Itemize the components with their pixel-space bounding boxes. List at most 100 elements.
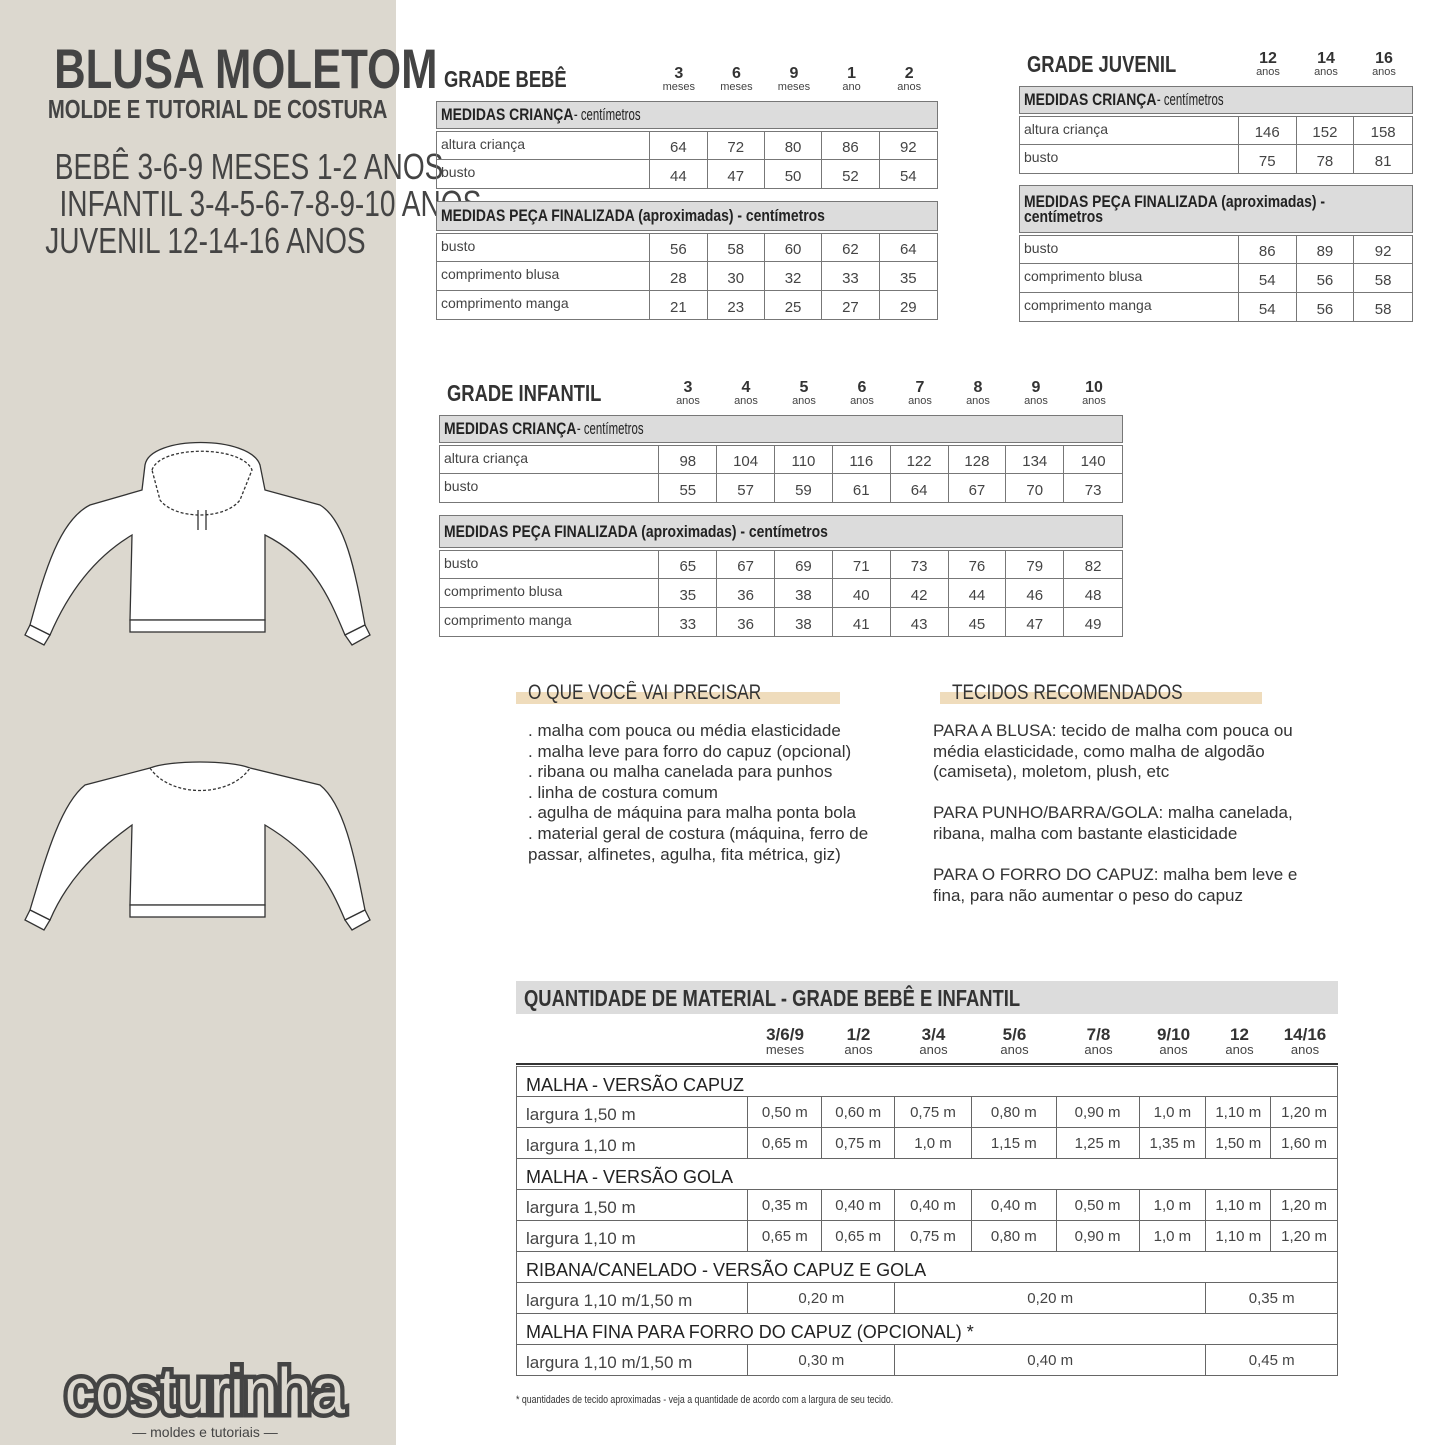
column-header: 7/8 anos <box>1057 1022 1140 1063</box>
cell-value: 55 <box>659 474 718 502</box>
fabric-paragraph: PARA O FORRO DO CAPUZ: malha bem leve e … <box>933 865 1303 906</box>
column-unit: anos <box>1256 66 1280 78</box>
column-header: 12 anos <box>1239 51 1297 78</box>
table-row: busto 55 57 59 61 64 67 70 73 <box>439 474 1123 503</box>
cell-value: 1,50 m <box>1206 1128 1272 1158</box>
cell-value: 152 <box>1297 117 1355 144</box>
column-header: 6 anos <box>833 380 891 407</box>
heading-text: TECIDOS RECOMENDADOS <box>952 681 1183 704</box>
cell-value: 1,25 m <box>1057 1128 1140 1158</box>
column-unit: meses <box>765 1042 805 1057</box>
column-header: 12 anos <box>1207 1022 1272 1063</box>
cell-value: 1,10 m <box>1206 1097 1272 1127</box>
cell-value: 1,20 m <box>1281 1103 1328 1121</box>
cell-value: 62 <box>822 234 880 261</box>
cell-value: 44 <box>949 579 1007 607</box>
column-header: 1 ano <box>823 66 881 93</box>
section-title-bold: MEDIDAS PEÇA FINALIZADA (aproximadas) - … <box>1024 192 1326 226</box>
column-header: 2 anos <box>880 66 938 93</box>
row-label: busto <box>1020 236 1239 263</box>
cell-value: 89 <box>1297 236 1355 263</box>
cell-value: 67 <box>717 551 776 578</box>
list-item: . ribana ou malha canelada para punhos <box>528 762 833 782</box>
column-unit: anos <box>850 395 874 407</box>
section-title: MEDIDAS CRIANÇA - centímetros <box>441 105 655 125</box>
table-row: comprimento blusa 28 30 32 33 35 <box>436 262 938 291</box>
material-section-row: MALHA - VERSÃO CAPUZ <box>516 1066 1338 1097</box>
section-title: MEDIDAS PEÇA FINALIZADA (aproximadas) - … <box>441 206 825 226</box>
column-size: 5 <box>799 379 809 396</box>
size-range-bebe: BEBÊ 3-6-9 MESES 1-2 ANOS <box>0 146 444 188</box>
cell-value: 65 <box>659 551 718 578</box>
cell-value: 0,65 m <box>822 1221 896 1251</box>
column-header: 6 meses <box>708 66 766 93</box>
page-title: BLUSA MOLETOM <box>0 36 437 101</box>
column-size: 3 <box>674 65 684 82</box>
section-title-rest: - centímetros <box>573 105 641 124</box>
section-header: MEDIDAS PEÇA FINALIZADA (aproximadas) - … <box>439 515 1123 548</box>
cell-value: 0,20 m <box>748 1283 896 1313</box>
material-column-headers: 3/6/9 meses 1/2 anos 3/4 anos 5/6 anos 7/8 anos 9/… <box>516 1022 1338 1065</box>
column-unit: anos <box>1000 1042 1029 1057</box>
cell-value: 1,0 m <box>1140 1097 1207 1127</box>
cell-value: 58 <box>1374 300 1392 318</box>
fabric-paragraph: PARA A BLUSA: tecido de malha com pouca … <box>933 721 1303 783</box>
column-unit: anos <box>1024 395 1048 407</box>
column-unit: anos <box>676 395 700 407</box>
svg-text:costurinha: costurinha <box>65 1355 345 1427</box>
cell-value: 0,20 m <box>895 1283 1207 1313</box>
cell-value: 0,40 m <box>822 1190 896 1220</box>
fabric-lead: PARA A BLUSA <box>933 721 1052 740</box>
section-title: MEDIDAS CRIANÇA - centímetros <box>444 419 658 439</box>
column-size: 2 <box>904 65 914 82</box>
section-title-bold: MEDIDAS PEÇA FINALIZADA (aproximadas) - … <box>444 521 828 541</box>
column-header: 9 anos <box>1007 380 1065 407</box>
column-unit: anos <box>1225 1042 1254 1057</box>
cell-value: 0,60 m <box>822 1097 896 1127</box>
cell-value: 134 <box>1006 446 1065 473</box>
section-title-bold: MEDIDAS CRIANÇA <box>1024 90 1157 109</box>
table-row: busto 56 58 60 62 64 <box>436 233 938 262</box>
column-size: 7 <box>915 379 925 396</box>
cell-value: 104 <box>717 446 776 473</box>
cell-value: 79 <box>1006 551 1065 578</box>
cell-value: 140 <box>1080 453 1106 470</box>
materials-list: . malha com pouca ou média elasticidade.… <box>528 721 888 865</box>
cell-value: 0,80 m <box>972 1097 1057 1127</box>
row-label: comprimento blusa <box>440 579 660 607</box>
column-header: 5 anos <box>775 380 833 407</box>
cell-value: 1,10 m <box>1206 1221 1272 1251</box>
column-unit: anos <box>734 395 758 407</box>
column-size: 14 <box>1317 50 1335 67</box>
cell-value: 110 <box>775 446 833 473</box>
column-header: 3 meses <box>650 66 708 93</box>
svg-text:— moldes e tutoriais —: — moldes e tutoriais — <box>132 1424 278 1440</box>
cell-value: 80 <box>765 132 823 159</box>
table-row: altura criança 64 72 80 86 92 <box>436 131 938 160</box>
column-size: 3/4 <box>921 1025 946 1044</box>
spacer <box>516 1022 748 1063</box>
cell-value: 0,90 m <box>1057 1221 1140 1251</box>
column-header: 9 meses <box>765 66 823 93</box>
precisar-heading: O QUE VOCÊ VAI PRECISAR <box>516 681 840 705</box>
cell-value: 146 <box>1239 117 1297 144</box>
grade-juvenil-table: GRADE JUVENIL 12 anos 14 anos 16 anos MEDIDAS C… <box>1019 40 1413 322</box>
section-header: MEDIDAS CRIANÇA - centímetros <box>436 101 938 129</box>
column-header: 8 anos <box>949 380 1007 407</box>
cell-value: 75 <box>1239 145 1297 173</box>
row-label: altura criança <box>1020 117 1239 144</box>
cell-value: 64 <box>650 132 708 159</box>
column-size: 7/8 <box>1086 1025 1111 1044</box>
cell-value: 72 <box>708 132 765 159</box>
cell-value: 32 <box>765 262 823 290</box>
row-label: busto <box>1020 145 1239 173</box>
cell-value: 47 <box>1006 608 1065 636</box>
cell-value: 69 <box>775 551 833 578</box>
grade-title: GRADE INFANTIL <box>447 380 602 406</box>
column-size: 12 <box>1259 50 1277 67</box>
cell-value: 64 <box>891 474 949 502</box>
table-header: GRADE JUVENIL 12 anos 14 anos 16 anos <box>1019 40 1413 86</box>
cell-value: 1,10 m <box>1206 1190 1272 1220</box>
hoodie-drawing <box>24 441 371 646</box>
tecidos-heading: TECIDOS RECOMENDADOS <box>940 681 1262 705</box>
